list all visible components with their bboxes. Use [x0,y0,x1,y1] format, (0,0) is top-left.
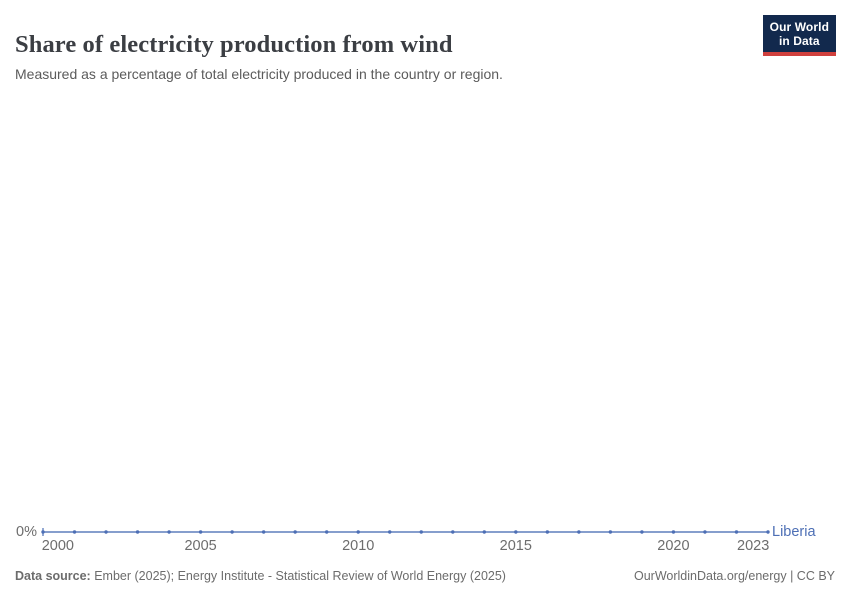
x-axis-tick-label: 2020 [657,538,690,554]
chart-title: Share of electricity production from win… [15,31,453,59]
series-entity-label: Liberia [772,524,816,540]
owid-logo-line1: Our World [769,20,829,34]
owid-logo: Our World in Data [762,15,836,56]
chart-footer: Data source: Ember (2025); Energy Instit… [15,568,835,584]
x-axis-tick-label: 2015 [499,538,532,554]
x-axis-tick-label: 2000 [41,538,74,554]
x-axis-tick-label: 2010 [342,538,375,554]
license-note: OurWorldinData.org/energy | CC BY [633,569,835,583]
data-source-label: Data source: [15,569,91,583]
data-source-value: Ember (2025); Energy Institute - Statist… [90,569,506,583]
x-axis-tick-label: 2023 [737,538,770,554]
y-axis-tick-label: 0% [16,524,37,540]
x-axis-tick-label: 2005 [184,538,217,554]
chart-subtitle: Measured as a percentage of total electr… [15,66,503,82]
data-source-note: Data source: Ember (2025); Energy Instit… [15,568,506,584]
owid-logo-line2: in Data [778,34,820,48]
